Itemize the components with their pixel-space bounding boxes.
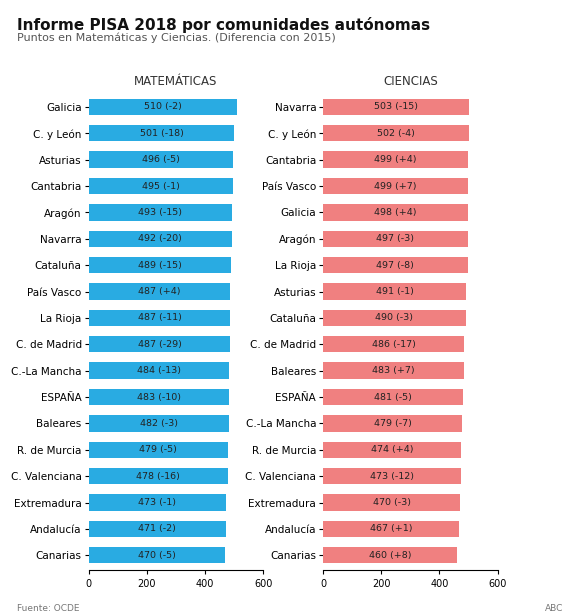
- Bar: [323, 468, 460, 484]
- Text: 481 (-5): 481 (-5): [374, 392, 412, 402]
- Bar: [89, 99, 237, 115]
- Bar: [89, 125, 235, 142]
- Bar: [323, 257, 468, 274]
- Bar: [323, 336, 464, 352]
- Bar: [323, 99, 470, 115]
- Text: 489 (-15): 489 (-15): [138, 261, 182, 270]
- Text: MATEMÁTICAS: MATEMÁTICAS: [134, 75, 217, 87]
- Text: Informe PISA 2018 por comunidades autónomas: Informe PISA 2018 por comunidades autóno…: [17, 17, 430, 33]
- Bar: [89, 257, 231, 274]
- Text: 487 (-11): 487 (-11): [137, 314, 181, 322]
- Text: Puntos en Matemáticas y Ciencias. (Diferencia con 2015): Puntos en Matemáticas y Ciencias. (Difer…: [17, 32, 336, 43]
- Bar: [89, 415, 229, 432]
- Text: 473 (-12): 473 (-12): [370, 472, 414, 480]
- Bar: [323, 310, 466, 326]
- Bar: [323, 152, 468, 168]
- Bar: [89, 442, 228, 458]
- Bar: [323, 389, 463, 405]
- Text: 478 (-16): 478 (-16): [136, 472, 180, 480]
- Text: 490 (-3): 490 (-3): [375, 314, 414, 322]
- Text: 497 (-8): 497 (-8): [376, 261, 414, 270]
- Text: 491 (-1): 491 (-1): [376, 287, 414, 296]
- Text: 503 (-15): 503 (-15): [374, 102, 418, 111]
- Bar: [323, 178, 468, 194]
- Bar: [323, 125, 469, 142]
- Text: 499 (+7): 499 (+7): [375, 182, 417, 190]
- Bar: [89, 230, 232, 247]
- Text: 474 (+4): 474 (+4): [371, 445, 414, 454]
- Bar: [89, 152, 233, 168]
- Bar: [89, 495, 226, 511]
- Bar: [323, 442, 461, 458]
- Bar: [89, 468, 228, 484]
- Text: 483 (+7): 483 (+7): [372, 366, 415, 375]
- Text: 502 (-4): 502 (-4): [377, 129, 415, 138]
- Bar: [89, 521, 225, 537]
- Text: 492 (-20): 492 (-20): [138, 234, 182, 243]
- Text: 493 (-15): 493 (-15): [138, 208, 182, 217]
- Text: Fuente: OCDE: Fuente: OCDE: [17, 604, 80, 613]
- Bar: [89, 205, 232, 221]
- Text: 473 (-1): 473 (-1): [138, 498, 176, 507]
- Text: 479 (-5): 479 (-5): [140, 445, 177, 454]
- Bar: [89, 362, 229, 379]
- Text: 467 (+1): 467 (+1): [370, 524, 412, 533]
- Bar: [323, 495, 460, 511]
- Text: 498 (+4): 498 (+4): [374, 208, 417, 217]
- Text: 479 (-7): 479 (-7): [374, 419, 412, 428]
- Bar: [323, 415, 462, 432]
- Text: 484 (-13): 484 (-13): [137, 366, 181, 375]
- Text: 487 (-29): 487 (-29): [137, 340, 181, 349]
- Text: CIENCIAS: CIENCIAS: [383, 75, 438, 87]
- Text: 510 (-2): 510 (-2): [144, 102, 182, 111]
- Bar: [323, 547, 457, 564]
- Text: 499 (+4): 499 (+4): [375, 155, 417, 164]
- Bar: [323, 362, 464, 379]
- Text: 470 (-5): 470 (-5): [138, 551, 176, 560]
- Text: 471 (-2): 471 (-2): [138, 524, 176, 533]
- Text: 487 (+4): 487 (+4): [138, 287, 181, 296]
- Bar: [323, 521, 459, 537]
- Text: 495 (-1): 495 (-1): [142, 182, 180, 190]
- Bar: [323, 283, 466, 300]
- Text: 483 (-10): 483 (-10): [137, 392, 181, 402]
- Bar: [89, 283, 231, 300]
- Bar: [89, 310, 231, 326]
- Text: 482 (-3): 482 (-3): [140, 419, 178, 428]
- Text: ABC: ABC: [545, 604, 563, 613]
- Text: 496 (-5): 496 (-5): [142, 155, 180, 164]
- Bar: [323, 205, 468, 221]
- Bar: [323, 230, 468, 247]
- Bar: [89, 389, 229, 405]
- Bar: [89, 178, 233, 194]
- Text: 486 (-17): 486 (-17): [372, 340, 416, 349]
- Text: 460 (+8): 460 (+8): [369, 551, 411, 560]
- Bar: [89, 336, 231, 352]
- Bar: [89, 547, 225, 564]
- Text: 501 (-18): 501 (-18): [140, 129, 184, 138]
- Text: 470 (-3): 470 (-3): [372, 498, 411, 507]
- Text: 497 (-3): 497 (-3): [376, 234, 415, 243]
